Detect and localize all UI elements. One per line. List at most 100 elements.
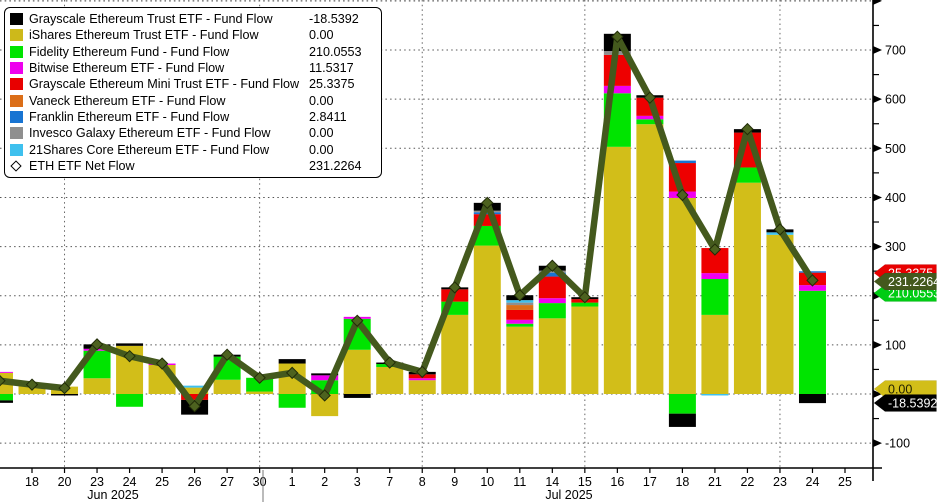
bar-segment-24 <box>798 394 826 404</box>
bar-segment-1 <box>278 394 306 408</box>
x-axis-label-4: 24 <box>123 475 137 489</box>
legend-row-7[interactable]: Invesco Galaxy Ethereum ETF - Fund Flow 0… <box>10 125 375 141</box>
y-major-tick-arrow <box>873 144 882 153</box>
net-flow-line <box>0 33 816 410</box>
net-flow-marker <box>481 196 494 210</box>
bar-segment-18 <box>668 394 696 414</box>
bar-segment-22 <box>733 167 761 183</box>
bar-segment-23 <box>766 234 794 394</box>
legend-row-6[interactable]: Franklin Ethereum ETF - Fund Flow 2.8411 <box>10 109 375 125</box>
x-axis-label-7: 27 <box>220 475 234 489</box>
series-swatch-icon <box>10 143 23 156</box>
legend-label: Invesco Galaxy Ethereum ETF - Fund Flow <box>29 126 271 141</box>
bar-segment-11 <box>506 323 534 327</box>
y-major-tick-arrow <box>873 0 882 5</box>
legend-label: Bitwise Ethereum ETF - Fund Flow <box>29 61 225 76</box>
x-axis-label-9: 1 <box>289 475 296 489</box>
bar-segment-14 <box>538 276 566 299</box>
x-axis-label-12: 7 <box>386 475 393 489</box>
y-axis-label-500: 500 <box>885 142 906 156</box>
net-flow-marker <box>773 223 787 236</box>
bar-segment-1 <box>278 359 306 364</box>
net-flow-marker <box>58 381 71 395</box>
net-flow-marker <box>253 371 266 384</box>
legend-row-0[interactable]: Grayscale Ethereum Trust ETF - Fund Flow… <box>10 11 375 27</box>
bar-segment-14 <box>538 272 566 277</box>
net-flow-marker <box>546 259 559 272</box>
legend-label: Grayscale Ethereum Mini Trust ETF - Fund… <box>29 77 300 92</box>
legend-value: 231.2264 <box>309 158 362 173</box>
net-flow-marker <box>448 281 461 294</box>
legend-value: -18.5392 <box>309 12 359 27</box>
y-axis-label-300: 300 <box>885 240 906 254</box>
bar-segment-3 <box>343 349 371 394</box>
legend-row-2[interactable]: Fidelity Ethereum Fund - Fund Flow 210.05… <box>10 44 375 60</box>
bar-segment-11 <box>506 305 534 310</box>
y-major-tick-arrow <box>873 95 882 104</box>
bar-segment-15 <box>571 306 599 394</box>
x-axis-label-2: 20 <box>58 475 72 489</box>
bar-segment-22 <box>733 182 761 394</box>
bar-segment-11 <box>506 302 534 306</box>
x-axis-label-18: 15 <box>578 475 592 489</box>
net-flow-marker <box>806 274 819 287</box>
bar-segment-10 <box>473 245 501 394</box>
x-axis-label-19: 16 <box>610 475 624 489</box>
series-swatch-icon <box>10 29 23 42</box>
month-label-0: Jun 2025 <box>87 488 138 502</box>
series-swatch-icon <box>10 110 23 123</box>
legend-row-5[interactable]: Vaneck Ethereum ETF - Fund Flow 0.00 <box>10 92 375 108</box>
x-axis-label-8: 30 <box>253 475 267 489</box>
net-flow-marker <box>155 357 169 370</box>
x-axis-label-3: 23 <box>90 475 104 489</box>
net-flow-marker <box>416 365 429 379</box>
legend-value: 0.00 <box>309 28 334 43</box>
net-flow-marker <box>741 122 754 136</box>
series-swatch-icon <box>10 13 23 26</box>
bar-segment-17 <box>636 124 664 394</box>
x-axis-label-11: 3 <box>354 475 361 489</box>
bar-segment-14 <box>538 303 566 319</box>
y-axis-label--100: -100 <box>885 437 910 451</box>
y-axis-label-600: 600 <box>885 93 906 107</box>
bar-segment-27 <box>213 379 241 394</box>
bar-segment-26 <box>181 385 209 388</box>
x-axis-label-21: 18 <box>675 475 689 489</box>
series-swatch-icon <box>10 45 23 58</box>
legend-row-4[interactable]: Grayscale Ethereum Mini Trust ETF - Fund… <box>10 76 375 92</box>
bar-segment- <box>0 371 13 373</box>
bar-segment-10 <box>473 214 501 226</box>
legend-row-9[interactable]: ETH ETF Net Flow 231.2264 <box>10 158 375 174</box>
bar-segment-10 <box>473 212 501 215</box>
legend-row-8[interactable]: 21Shares Core Ethereum ETF - Fund Flow 0.… <box>10 141 375 157</box>
bar-segment-14 <box>538 318 566 394</box>
legend-row-1[interactable]: iShares Ethereum Trust ETF - Fund Flow 0.… <box>10 27 375 43</box>
bar-segment-18 <box>668 413 696 427</box>
legend-value: 2.8411 <box>309 109 347 124</box>
bar-segment-23 <box>83 378 111 394</box>
legend-label: iShares Ethereum Trust ETF - Fund Flow <box>29 28 259 43</box>
legend-value: 0.00 <box>309 93 334 108</box>
net-flow-marker <box>220 348 234 361</box>
net-flow-marker <box>318 389 331 402</box>
bar-segment-24 <box>798 271 826 273</box>
bar-segment-11 <box>506 309 534 320</box>
net-flow-marker <box>676 188 689 202</box>
y-major-tick-arrow <box>873 439 882 448</box>
bar-segment-16 <box>603 146 631 394</box>
y-major-tick-arrow <box>873 242 882 251</box>
bar-segment-21 <box>701 273 729 280</box>
bar-segment-2 <box>311 375 339 381</box>
x-axis-label-13: 8 <box>419 475 426 489</box>
bar-segment-26 <box>181 387 209 394</box>
series-swatch-icon <box>10 78 23 91</box>
x-axis-label-6: 26 <box>188 475 202 489</box>
y-major-tick-arrow <box>873 390 882 398</box>
legend-row-3[interactable]: Bitwise Ethereum ETF - Fund Flow 11.5317 <box>10 60 375 76</box>
x-axis-label-23: 22 <box>740 475 754 489</box>
bar-segment-8 <box>408 378 436 381</box>
x-axis-label-26: 25 <box>838 475 852 489</box>
bar-segment-18 <box>668 197 696 394</box>
badge-grayscale-text: -18.5392 <box>888 397 937 411</box>
net-flow-marker <box>90 338 104 351</box>
